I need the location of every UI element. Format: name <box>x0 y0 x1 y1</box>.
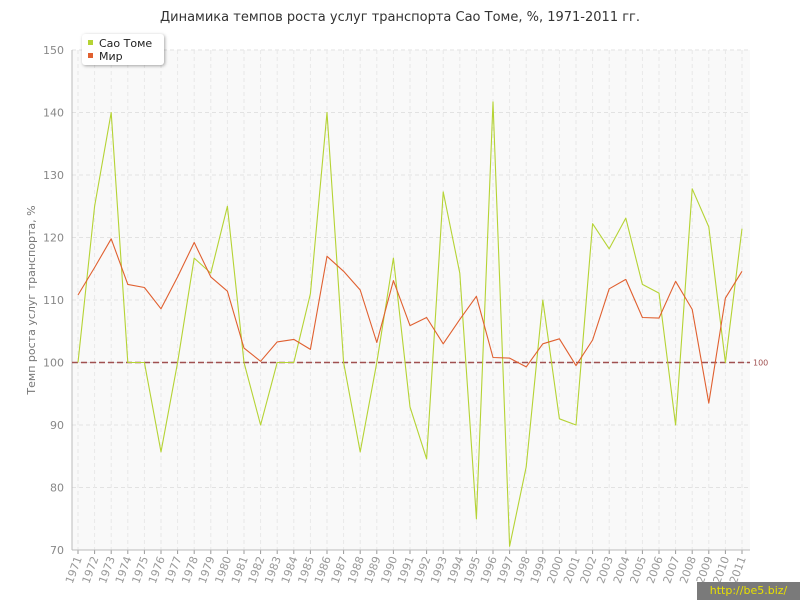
series-layer <box>77 101 743 547</box>
y-tick-label: 80 <box>50 482 64 495</box>
y-tick-label: 110 <box>43 294 64 307</box>
y-tick-label: 140 <box>43 107 64 120</box>
y-tick-label: 130 <box>43 169 64 182</box>
legend-label: Мир <box>99 50 123 63</box>
series-line-1 <box>77 101 743 547</box>
y-axis-label: Темп роста услуг транспорта, % <box>25 205 38 395</box>
legend-item-series-2[interactable]: Мир <box>88 50 123 63</box>
axis-layer <box>71 50 750 554</box>
legend-label: Сао Томе <box>99 37 153 50</box>
legend-item-series-1[interactable]: Сао Томе <box>88 37 152 50</box>
y-tick-label: 70 <box>50 544 64 557</box>
legend-swatch <box>88 40 93 45</box>
legend-swatch <box>88 53 93 58</box>
legend: Сао Томе Мир <box>82 34 164 65</box>
reference-layer: 100 <box>72 359 768 368</box>
y-tick-label: 150 <box>43 44 64 57</box>
y-tick-label: 90 <box>50 419 64 432</box>
series-line-2 <box>77 238 743 404</box>
reference-line-label: 100 <box>753 359 768 368</box>
y-tick-label: 120 <box>43 232 64 245</box>
watermark[interactable]: http://be5.biz/ <box>697 582 800 600</box>
y-tick-label: 100 <box>43 357 64 370</box>
chart-title: Динамика темпов роста услуг транспорта С… <box>159 10 641 25</box>
